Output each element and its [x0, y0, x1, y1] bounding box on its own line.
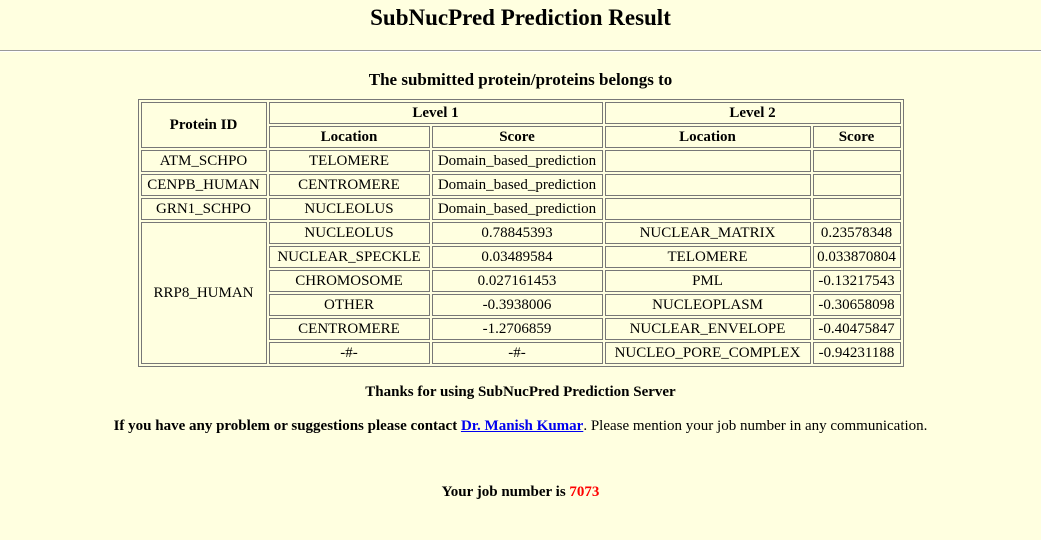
- l1-score-cell: -#-: [431, 342, 603, 364]
- protein-id-cell: CENPB_HUMAN: [140, 174, 267, 196]
- l1-location-cell: CENTROMERE: [268, 174, 430, 196]
- l1-score-cell: 0.78845393: [431, 222, 603, 244]
- table-row: -#- -#- NUCLEO_PORE_COMPLEX -0.94231188: [141, 342, 901, 364]
- l2-score-cell: [812, 150, 901, 172]
- table-row: GRN1_SCHPO NUCLEOLUS Domain_based_predic…: [140, 198, 901, 220]
- results-table: Protein ID Level 1 Level 2 Location Scor…: [137, 99, 904, 367]
- l2-location-cell: [604, 150, 811, 172]
- header-divider: [0, 50, 1041, 52]
- l2-score-cell: 0.23578348: [812, 222, 901, 244]
- l1-location-cell: NUCLEOLUS: [268, 198, 430, 220]
- protein-id-cell: RRP8_HUMAN: [140, 222, 267, 364]
- header-l1-score: Score: [431, 126, 603, 148]
- header-l2-score: Score: [812, 126, 901, 148]
- table-row: CENPB_HUMAN CENTROMERE Domain_based_pred…: [140, 174, 901, 196]
- protein-id-cell: GRN1_SCHPO: [140, 198, 267, 220]
- page-title: SubNucPred Prediction Result: [370, 5, 671, 30]
- l2-location-cell: NUCLEOPLASM: [604, 294, 811, 316]
- l2-location-cell: [604, 198, 811, 220]
- thanks-message: Thanks for using SubNucPred Prediction S…: [365, 384, 676, 400]
- l1-location-cell: NUCLEAR_SPECKLE: [268, 246, 430, 268]
- l2-location-cell: NUCLEAR_ENVELOPE: [604, 318, 811, 340]
- l1-location-cell: OTHER: [268, 294, 430, 316]
- l2-location-cell: NUCLEO_PORE_COMPLEX: [604, 342, 811, 364]
- job-number-label: Your job number is: [441, 484, 566, 500]
- header-l2-location: Location: [604, 126, 811, 148]
- header-l1-location: Location: [268, 126, 430, 148]
- protein-id-cell: ATM_SCHPO: [140, 150, 267, 172]
- l1-score-cell: -1.2706859: [431, 318, 603, 340]
- l1-location-cell: CENTROMERE: [268, 318, 430, 340]
- table-row: NUCLEAR_SPECKLE 0.03489584 TELOMERE 0.03…: [141, 246, 901, 268]
- l1-location-cell: -#-: [268, 342, 430, 364]
- l2-score-cell: [812, 198, 901, 220]
- table-row: RRP8_HUMAN NUCLEOLUS 0.78845393 NUCLEAR_…: [140, 222, 901, 364]
- contact-prefix: If you have any problem or suggestions p…: [113, 418, 458, 434]
- table-row: CHROMOSOME 0.027161453 PML -0.13217543: [141, 270, 901, 292]
- job-number-line: Your job number is 7073: [0, 484, 1041, 501]
- l1-score-cell: -0.3938006: [431, 294, 603, 316]
- table-header-row: Protein ID Level 1 Level 2: [140, 102, 901, 148]
- l2-score-cell: -0.40475847: [812, 318, 901, 340]
- l1-location-cell: TELOMERE: [268, 150, 430, 172]
- table-subheader-row: Location Score Location Score: [141, 126, 901, 148]
- contact-message: If you have any problem or suggestions p…: [0, 418, 1041, 435]
- l2-score-cell: [812, 174, 901, 196]
- table-row: OTHER -0.3938006 NUCLEOPLASM -0.30658098: [141, 294, 901, 316]
- l1-score-cell: 0.027161453: [431, 270, 603, 292]
- l2-score-cell: -0.94231188: [812, 342, 901, 364]
- l1-score-cell: Domain_based_prediction: [431, 198, 603, 220]
- results-subtitle: The submitted protein/proteins belongs t…: [368, 70, 673, 89]
- l1-score-cell: Domain_based_prediction: [431, 150, 603, 172]
- l2-location-cell: PML: [604, 270, 811, 292]
- results-table-container: Protein ID Level 1 Level 2 Location Scor…: [0, 99, 1041, 367]
- l2-score-cell: -0.13217543: [812, 270, 901, 292]
- l1-location-cell: CHROMOSOME: [268, 270, 430, 292]
- l2-score-cell: -0.30658098: [812, 294, 901, 316]
- l1-score-cell: Domain_based_prediction: [431, 174, 603, 196]
- contact-link[interactable]: Dr. Manish Kumar: [460, 418, 584, 434]
- l1-score-cell: 0.03489584: [431, 246, 603, 268]
- l2-location-cell: TELOMERE: [604, 246, 811, 268]
- header-level-2: Level 2: [604, 102, 901, 124]
- l1-location-cell: NUCLEOLUS: [268, 222, 430, 244]
- job-number-value: 7073: [569, 484, 600, 500]
- header-level-1: Level 1: [268, 102, 603, 124]
- l2-score-cell: 0.033870804: [812, 246, 901, 268]
- header-protein-id: Protein ID: [140, 102, 267, 148]
- table-row: ATM_SCHPO TELOMERE Domain_based_predicti…: [140, 150, 901, 172]
- contact-suffix: . Please mention your job number in any …: [583, 418, 928, 434]
- table-row: CENTROMERE -1.2706859 NUCLEAR_ENVELOPE -…: [141, 318, 901, 340]
- l2-location-cell: NUCLEAR_MATRIX: [604, 222, 811, 244]
- l2-location-cell: [604, 174, 811, 196]
